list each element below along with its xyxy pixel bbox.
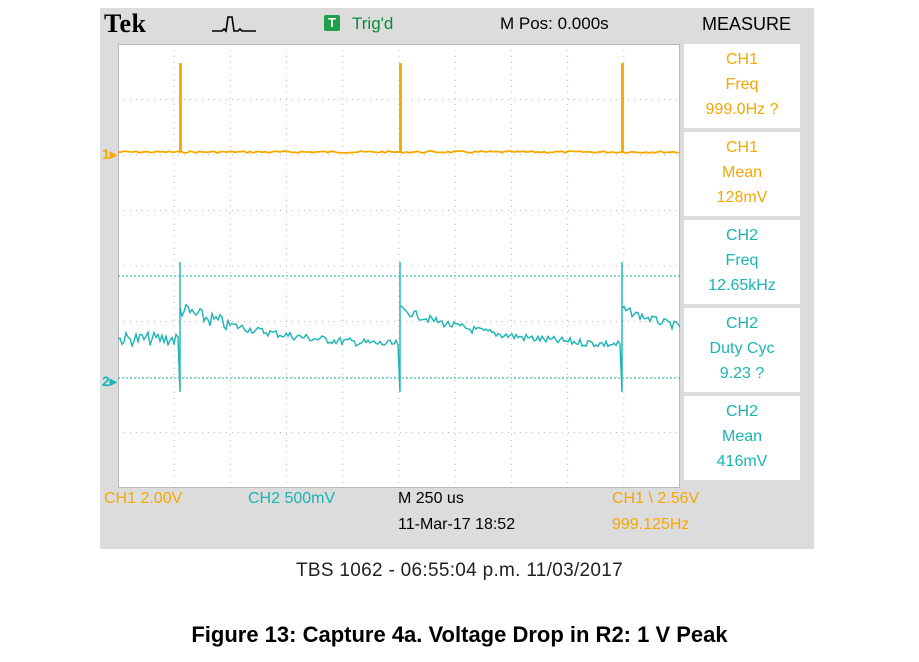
measure-value: 999.0Hz ?	[705, 101, 779, 118]
measure-value: 9.23 ?	[719, 365, 765, 382]
ch1-ground-marker: 1▸	[102, 146, 117, 162]
ch2-waveform-trace	[118, 262, 680, 393]
measure-channel: CH1	[725, 51, 758, 68]
trigger-badge: T	[324, 15, 340, 31]
ch1-volts-per-div: CH1 2.00V	[104, 490, 183, 507]
measure-type: Duty Cyc	[709, 340, 775, 357]
graticule-grid	[118, 44, 680, 488]
capture-datetime: 11-Mar-17 18:52	[398, 516, 516, 533]
ch2-volts-per-div: CH2 500mV	[248, 490, 336, 507]
trigger-status: Trig'd	[352, 14, 394, 33]
measure-box-ch2-duty-cycle[interactable]: CH2 Duty Cyc 9.23 ?	[684, 308, 800, 392]
waveform-display	[118, 44, 680, 488]
measure-value: 416mV	[716, 453, 768, 470]
measure-box-ch2-freq[interactable]: CH2 Freq 12.65kHz	[684, 220, 800, 304]
instrument-caption: TBS 1062 - 06:55:04 p.m. 11/03/2017	[295, 560, 624, 581]
trigger-frequency: 999.125Hz	[612, 516, 690, 533]
measure-menu-title[interactable]: MEASURE	[702, 14, 792, 34]
timebase-readout: M 250 us	[398, 490, 464, 507]
ch1-waveform-trace	[118, 63, 680, 154]
measure-box-ch1-mean[interactable]: CH1 Mean 128mV	[684, 132, 800, 216]
measure-type: Mean	[721, 428, 763, 445]
measure-box-ch1-freq[interactable]: CH1 Freq 999.0Hz ?	[684, 44, 800, 128]
measure-channel: CH1	[725, 139, 758, 156]
measure-type: Mean	[721, 164, 763, 181]
brand-logo: Tek	[104, 9, 147, 38]
measure-channel: CH2	[725, 403, 758, 420]
measure-panel: CH1 Freq 999.0Hz ? CH1 Mean 128mV CH2 Fr…	[684, 44, 800, 484]
acquisition-waveform-icon	[212, 16, 256, 33]
measure-value: 12.65kHz	[708, 277, 776, 294]
measure-channel: CH2	[725, 315, 758, 332]
trigger-setting: CH1 \ 2.56V	[612, 490, 700, 507]
figure-caption: Figure 13: Capture 4a. Voltage Drop in R…	[191, 622, 728, 647]
measure-type: Freq	[725, 76, 759, 93]
ch2-ground-marker: 2▸	[102, 373, 117, 389]
measure-value: 128mV	[716, 189, 768, 206]
measure-channel: CH2	[725, 227, 758, 244]
measure-type: Freq	[725, 252, 759, 269]
horizontal-position-readout: M Pos: 0.000s	[500, 14, 609, 33]
measure-box-ch2-mean[interactable]: CH2 Mean 416mV	[684, 396, 800, 480]
